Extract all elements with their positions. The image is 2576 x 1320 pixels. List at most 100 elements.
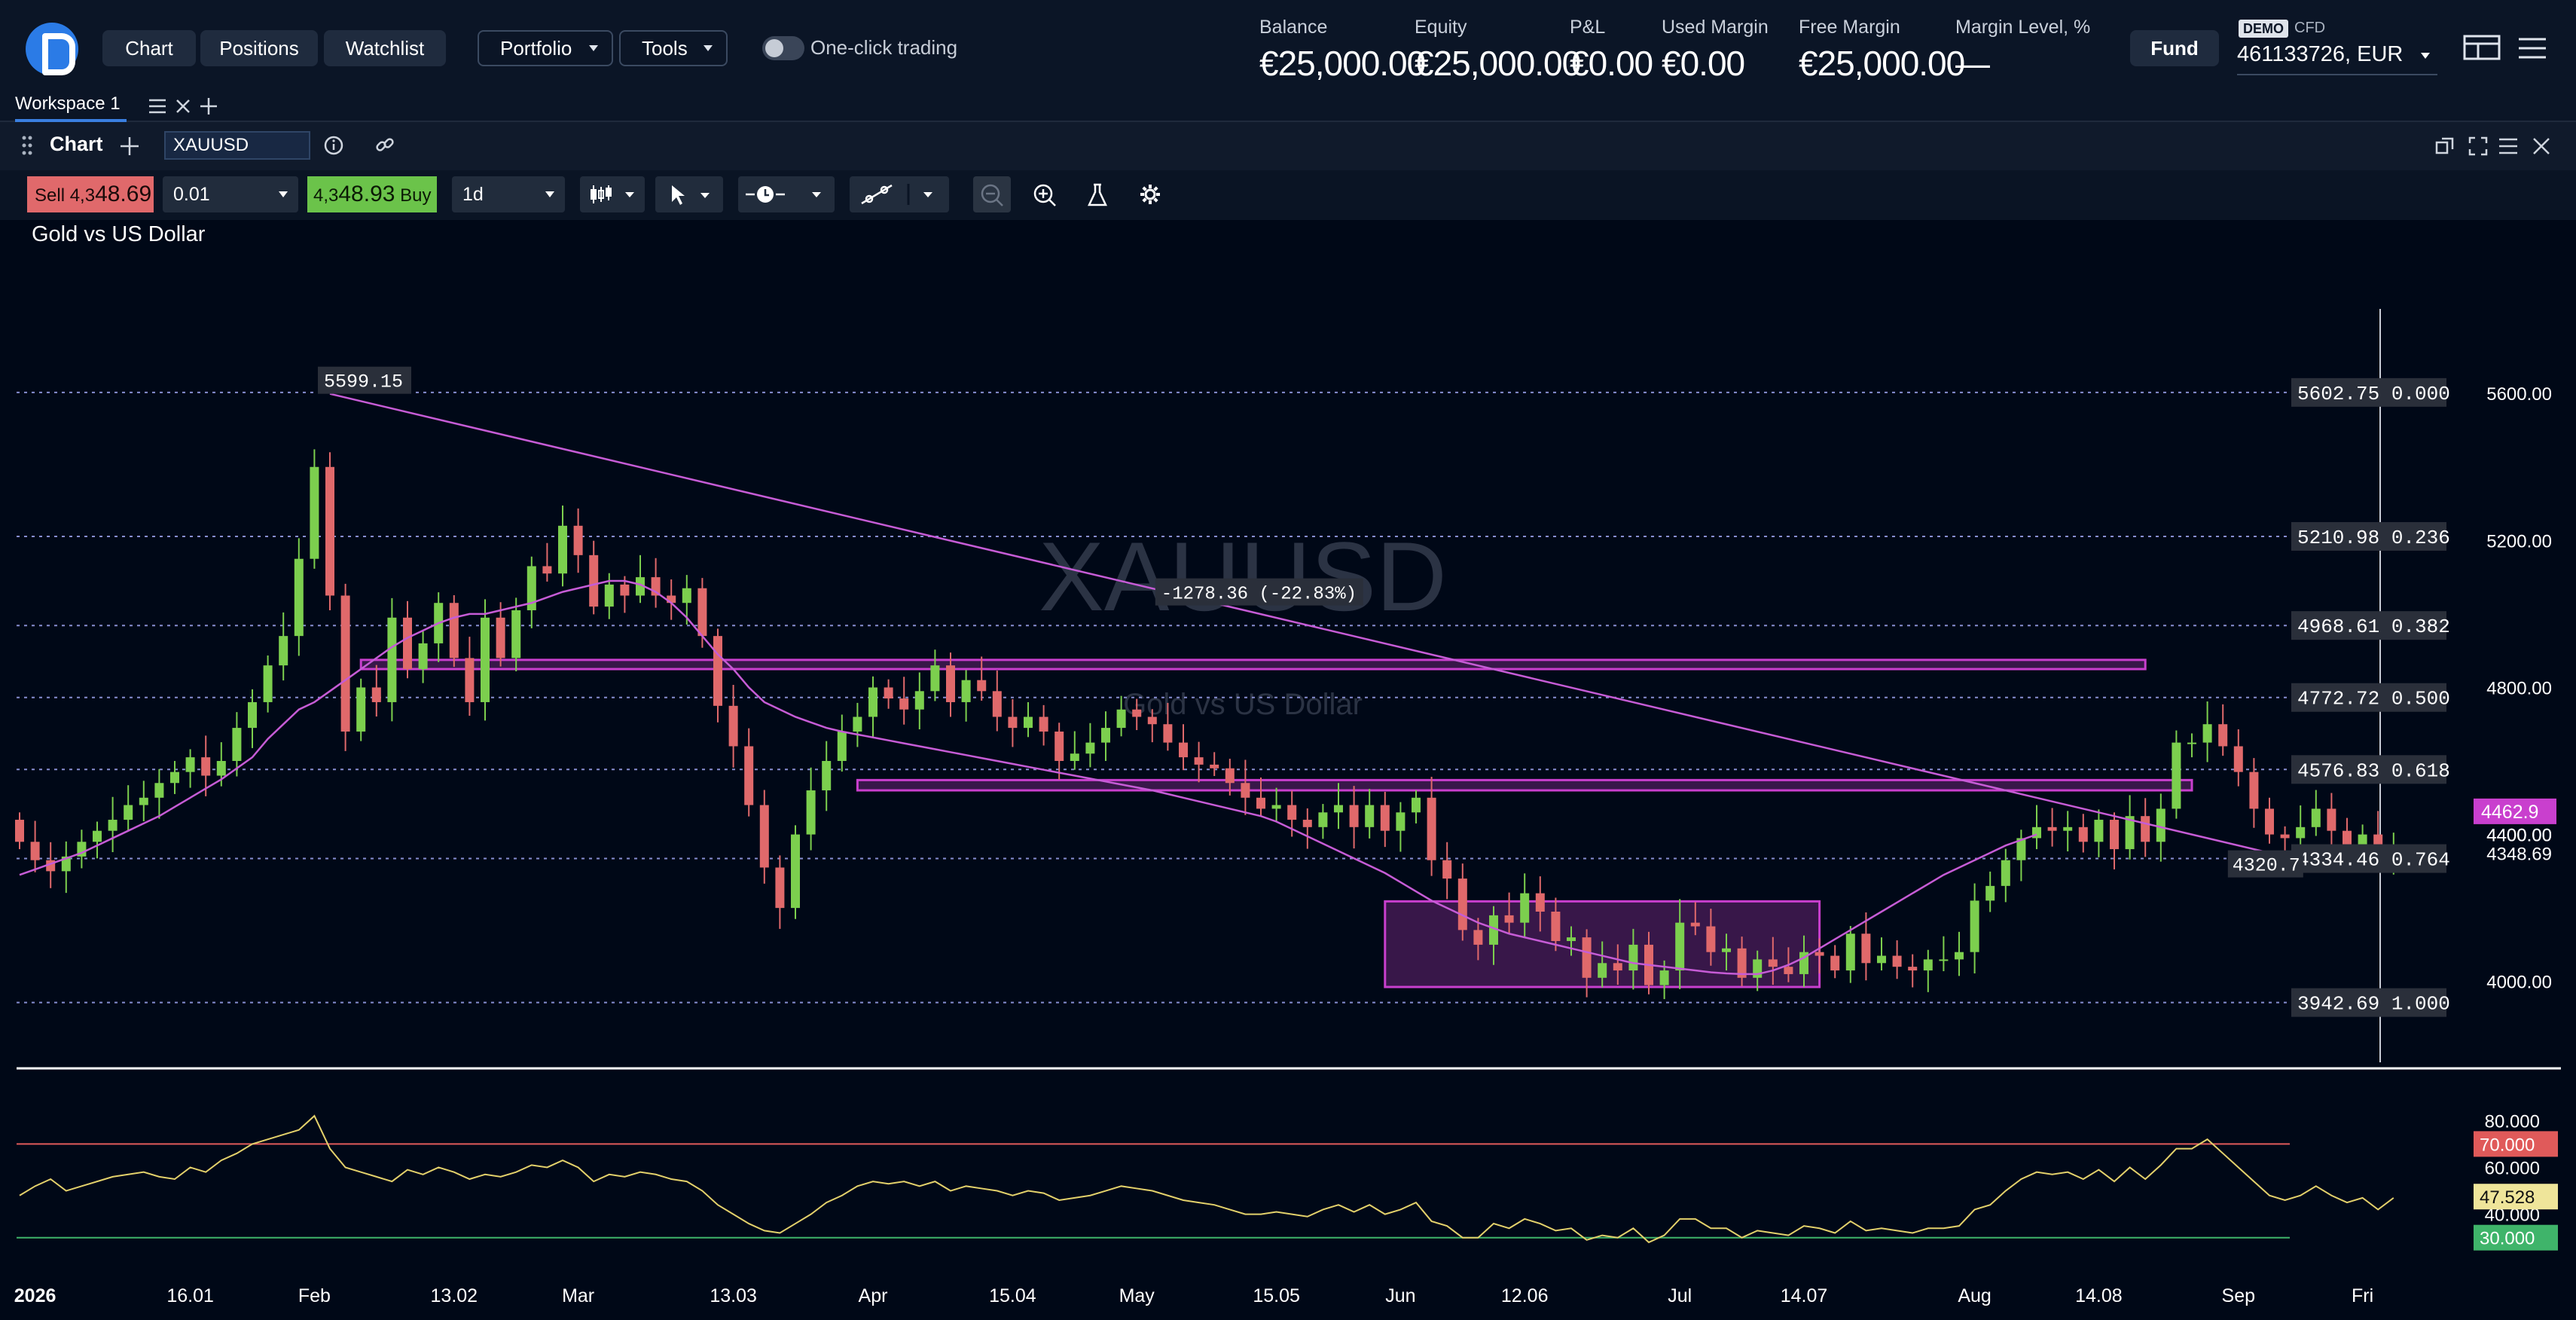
candle-body [418,643,428,670]
portfolio-dropdown[interactable]: Portfolio [478,30,613,66]
candle [1939,936,1949,972]
fib-tag-bg [2291,611,2446,640]
candle-body [759,805,769,868]
candle [2063,811,2073,851]
workspace-tab[interactable]: Workspace 1 [15,89,127,122]
candle-body [1473,930,1483,945]
candle-body [1955,952,1964,960]
low-marker-bg [2227,850,2303,878]
nav-watchlist-button[interactable]: Watchlist [324,30,446,66]
rsi-current-tag-text: 47.528 [2480,1187,2535,1208]
chart-watermark: XAUUSD [1039,521,1447,631]
fib-tag-bg [2291,755,2446,784]
candle [77,830,87,869]
fib-tag-text: 3942.69 1.000 [2297,993,2450,1016]
candle-body [2047,827,2057,831]
x-tick-label: 13.03 [710,1285,757,1306]
nav-chart-button[interactable]: Chart [102,30,196,66]
margin-level-stat: Margin Level, % — [1955,17,2090,84]
candle [713,628,722,723]
bid-price-label: 4348.69 [2486,845,2552,865]
candle [2202,701,2212,762]
cursor-tool-button[interactable] [655,176,723,212]
sell-button[interactable]: Sell 4,348.69 [27,176,154,212]
link-icon[interactable] [374,134,396,157]
timeframe-select[interactable]: 1d [452,176,565,212]
candle-body [1892,955,1902,967]
candle [2032,805,2041,850]
candle-body [620,584,630,596]
nav-positions-button[interactable]: Positions [200,30,318,66]
x-tick-label: May [1119,1285,1155,1306]
candle-body [837,731,847,761]
top-header: Chart Positions Watchlist Portfolio Tool… [0,0,2576,93]
trend-change-label: -1278.36 (-22.83%) [1161,585,1357,605]
candle-body [1706,926,1716,952]
add-chart-icon[interactable] [119,136,140,157]
indicators-button[interactable] [1079,176,1116,212]
account-selector[interactable]: 461133726, EUR [2237,42,2437,75]
candle [2094,809,2104,857]
chart-watermark-sub: Gold vs US Dollar [1123,688,1363,721]
candle-body [93,830,102,842]
fund-button[interactable]: Fund [2130,30,2219,66]
pnl-label: P&L [1570,17,1606,38]
candle [1706,909,1716,966]
one-click-trading-toggle[interactable] [762,36,804,60]
layout-icon[interactable] [2463,35,2501,62]
candle-body [2078,827,2088,842]
free-margin-stat: Free Margin €25,000.00 [1799,17,1965,84]
fib-tag-bg [2291,521,2446,551]
candle [1039,704,1048,746]
candle [2110,812,2119,869]
candle-body [744,746,754,805]
candle-body [853,717,862,732]
candle [371,665,381,717]
fib-level-tag: 5602.75 0.000 [2291,377,2450,407]
candle-body [1334,805,1343,813]
margin-level-value: — [1955,44,1990,83]
candle-body [542,566,552,574]
one-click-trading-label: One-click trading [810,36,958,59]
panel-menu-icon[interactable] [2498,137,2519,155]
app-logo-icon[interactable] [26,23,78,75]
settings-button[interactable] [1131,176,1169,212]
zoom-out-button[interactable] [973,176,1011,212]
fib-tag-bg [2291,988,2446,1017]
chart-type-button[interactable] [580,176,645,212]
close-panel-icon[interactable] [2531,136,2552,157]
time-tool-button[interactable] [738,176,835,212]
buy-label: Buy [395,185,432,206]
tools-dropdown[interactable]: Tools [619,30,728,66]
price-chart[interactable]: XAUUSD Gold vs US Dollar 5602.75 0.000 52… [0,220,2576,1320]
workspace-menu-icon[interactable] [148,98,167,115]
add-workspace-icon[interactable] [199,96,218,116]
buy-button[interactable]: 4,348.93 Buy [307,176,437,212]
timeframe-value: 1d [462,184,484,205]
expand-icon[interactable] [2468,136,2489,157]
candle [1427,776,1436,876]
candle [1955,931,1964,976]
candle-body [263,665,273,702]
info-icon[interactable] [322,134,345,157]
candle [1024,701,1033,738]
x-tick-label: 14.07 [1781,1285,1828,1306]
quantity-select[interactable]: 0.01 [163,176,298,212]
candle [1830,945,1840,979]
candle [1349,786,1359,849]
drawing-tool-button[interactable] [850,176,949,212]
menu-icon[interactable] [2517,36,2547,60]
symbol-input[interactable]: XAUUSD [164,131,310,160]
candle-body [1598,963,1607,978]
drag-handle-icon[interactable] [21,134,33,157]
candle-body [496,617,505,658]
zoom-in-button[interactable] [1026,176,1064,212]
popout-icon[interactable] [2434,136,2455,157]
candle [61,841,71,894]
candle-body [822,761,832,791]
candle-body [1116,709,1126,729]
candle-body [1923,959,1933,971]
candle-body [1318,812,1328,827]
close-tab-icon[interactable] [175,98,191,115]
candle [1768,937,1778,985]
